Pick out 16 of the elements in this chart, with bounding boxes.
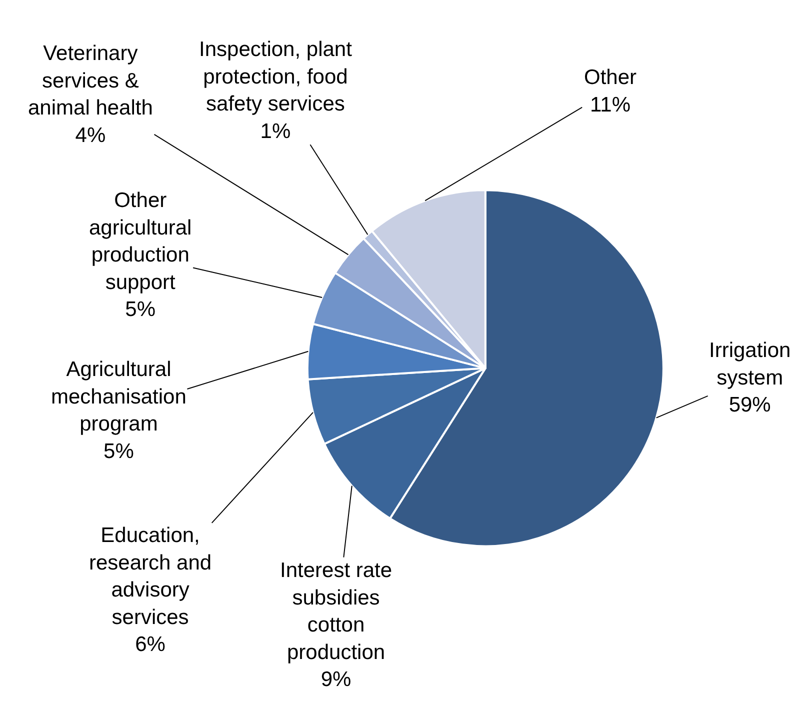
data-label: 6%	[135, 633, 166, 656]
data-label: 5%	[125, 298, 156, 322]
data-label: 1%	[260, 120, 291, 143]
slice-label: Irrigation system	[709, 339, 791, 390]
data-label: 11%	[590, 93, 631, 116]
slice-label: Interest rate subsidies cotton production	[280, 559, 392, 664]
data-label: 9%	[320, 668, 352, 692]
slice-label: Agricultural mechanisation program	[51, 358, 186, 436]
slice-label: Inspection, plant protection, food safety services	[199, 38, 352, 116]
data-label: 59%	[728, 394, 771, 417]
data-label: 5%	[104, 440, 134, 463]
slice-label: Other	[584, 66, 637, 89]
data-label: 4%	[75, 124, 106, 147]
slice-label: Education, research and advisory services	[89, 524, 212, 629]
slice-label: Other agricultural production support	[89, 189, 192, 294]
slice-label: Veterinary services & animal health	[28, 42, 153, 120]
